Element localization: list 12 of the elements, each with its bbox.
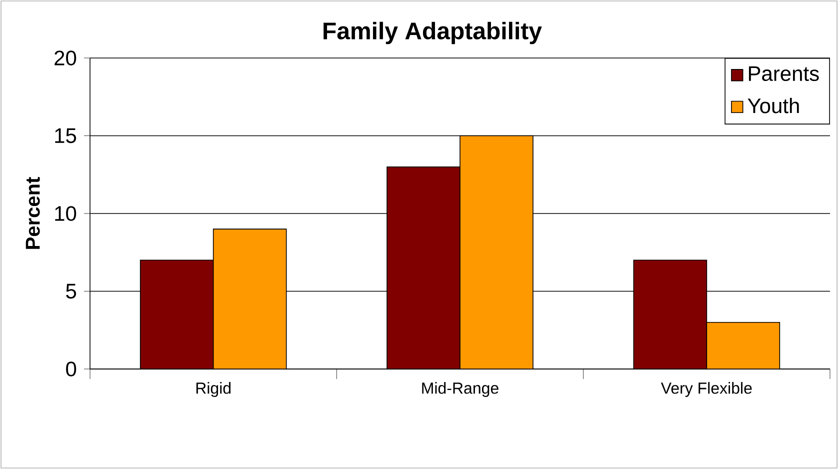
x-tick-label: Very Flexible [660,382,752,397]
x-tick-label: Rigid [196,382,231,397]
y-tick-label: 15 [55,128,76,144]
y-tick-label: 10 [55,206,76,221]
legend-label: Youth [748,98,799,114]
legend-label: Parents [748,66,819,82]
y-tick-label: 5 [66,284,76,299]
y-axis-title: Percent [26,177,40,249]
y-tick-label: 20 [54,50,76,66]
chart-title: Family Adaptability [324,22,542,44]
y-tick-label: 0 [66,362,76,376]
x-tick-label: Mid-Range [422,382,498,397]
